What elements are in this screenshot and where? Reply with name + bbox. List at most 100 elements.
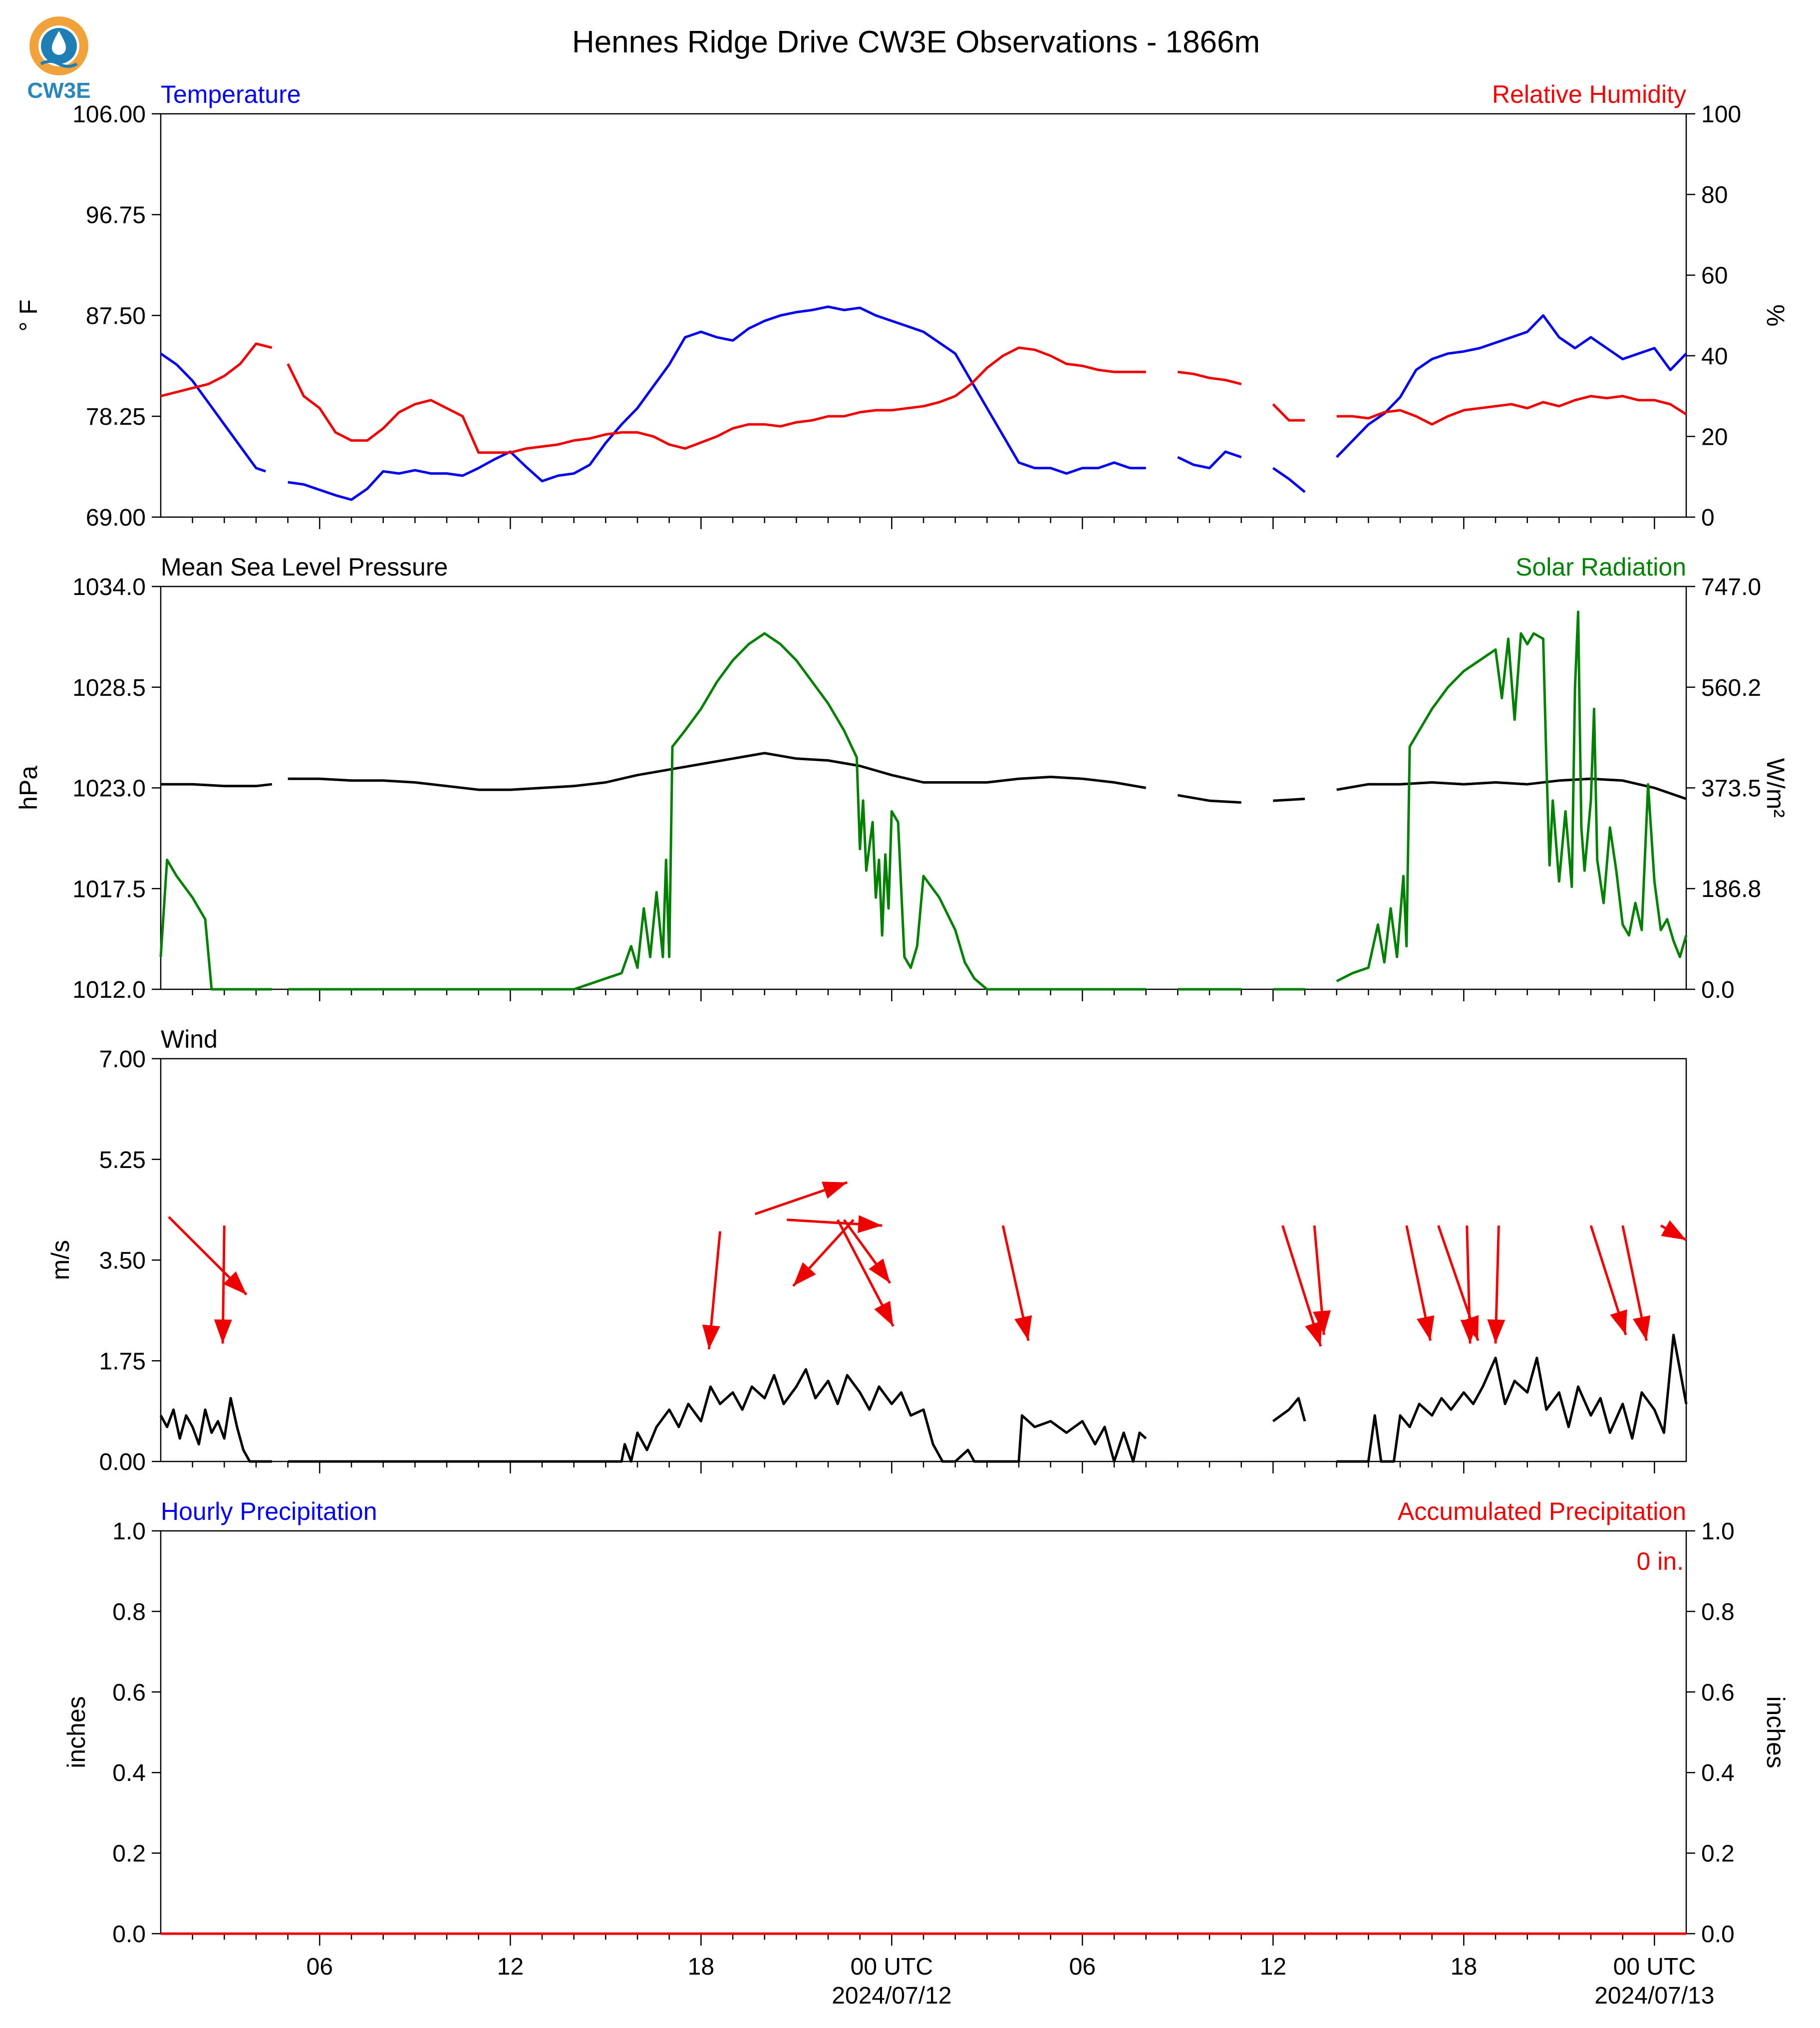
logo-ring-icon (29, 16, 88, 75)
y-tick-label: 1023.0 (72, 776, 146, 802)
y2-tick-label: 0.8 (1701, 1599, 1735, 1625)
chart-title: Hennes Ridge Drive CW3E Observations - 1… (572, 25, 1260, 59)
wind-arrow-head (702, 1324, 720, 1350)
panel-precipitation: Hourly Precipitation Accumulated Precipit… (62, 1497, 1790, 2009)
wind-arrow-head (1313, 1310, 1331, 1335)
y2-tick-label: 100 (1701, 101, 1741, 128)
series-line-relative-humidity (1336, 395, 1687, 426)
y2-tick-label: 80 (1701, 182, 1728, 209)
wind-arrow-head (869, 1258, 891, 1283)
series-line-relative-humidity (1177, 370, 1242, 385)
y-tick-label: 7.00 (99, 1046, 146, 1073)
series-line-wind-speed (1272, 1397, 1306, 1423)
series-line-wind-speed (1336, 1333, 1688, 1463)
wind-arrow-head (1633, 1315, 1651, 1341)
logo-wave-icon (40, 60, 78, 68)
wind-arrow-head (874, 1301, 894, 1327)
y-axis-label: inches (62, 1696, 90, 1768)
y2-tick-label: 1.0 (1701, 1518, 1735, 1545)
panel-right-title: Accumulated Precipitation (1398, 1497, 1686, 1525)
y-tick-label: 3.50 (99, 1248, 146, 1274)
panel-left-title: Hourly Precipitation (161, 1497, 377, 1525)
series-line-relative-humidity (1272, 403, 1305, 422)
series-line-relative-humidity (287, 346, 1146, 454)
x-tick-label: 00 UTC (851, 1954, 933, 1980)
panel-pressure-solar: Mean Sea Level Pressure Solar Radiation 10… (14, 553, 1790, 1003)
x-tick-label: 18 (1451, 1954, 1477, 1980)
y-tick-label: 69.00 (86, 505, 146, 531)
y-axis-label: m/s (46, 1240, 74, 1280)
y2-tick-label: 0.0 (1701, 1921, 1735, 1948)
y-tick-label: 106.00 (72, 101, 146, 128)
accumulated-total-label: 0 in. (1636, 1547, 1684, 1575)
y2-axis-label: % (1762, 304, 1790, 326)
series-line-temperature (1272, 467, 1306, 493)
panel-wind: Wind 0.00 1.75 3.50 5.25 7.00 m/s (46, 1025, 1688, 1475)
y-tick-label: 0.00 (99, 1449, 146, 1475)
y2-tick-label: 373.5 (1701, 776, 1761, 802)
y-tick-label: 96.75 (86, 202, 146, 229)
series-line-mean-sea-level-pressure (1336, 777, 1687, 800)
panel-temperature-humidity: Temperature Relative Humidity 69.00 78.25 87… (14, 80, 1790, 531)
y-tick-label: 5.25 (99, 1147, 146, 1173)
chart-panels: Temperature Relative Humidity 69.00 78.25 87… (14, 80, 1790, 2009)
y2-tick-label: 0.2 (1701, 1841, 1735, 1867)
y-tick-label: 1.0 (112, 1518, 146, 1545)
series-line-solar-radiation (288, 632, 1146, 991)
y-axis-label: hPa (14, 766, 42, 810)
wind-arrow-head (793, 1262, 816, 1286)
y2-tick-label: 0 (1701, 505, 1715, 531)
series-line-solar-radiation (159, 859, 272, 991)
y-tick-label: 1.75 (99, 1348, 146, 1375)
y2-tick-label: 560.2 (1701, 675, 1761, 701)
wind-arrow-head (1460, 1319, 1479, 1344)
cw3e-logo: CW3E (27, 16, 91, 103)
wind-arrow-head (822, 1181, 848, 1199)
panel-left-title: Mean Sea Level Pressure (161, 553, 448, 581)
series-line-temperature (1335, 314, 1687, 458)
series-line-temperature (288, 305, 1146, 501)
series-line-mean-sea-level-pressure (161, 783, 273, 788)
y2-tick-label: 0.0 (1701, 977, 1735, 1003)
y-axis-label: ° F (14, 299, 42, 331)
y2-tick-label: 186.8 (1701, 876, 1761, 902)
logo-text: CW3E (27, 78, 90, 103)
series-line-temperature (160, 352, 266, 473)
y2-axis-label: W/m² (1762, 758, 1790, 818)
x-tick-label: 06 (1069, 1954, 1096, 1980)
series-line-solar-radiation (1336, 610, 1688, 983)
x-tick-label: 06 (306, 1954, 333, 1980)
x-tick-label: 00 UTC (1613, 1954, 1696, 1980)
y-tick-label: 0.6 (112, 1680, 146, 1706)
wind-arrow-head (214, 1319, 232, 1344)
series-line-temperature (1177, 450, 1242, 470)
y2-tick-label: 20 (1701, 424, 1728, 450)
x-date-label: 2024/07/13 (1594, 1983, 1714, 2009)
y-tick-label: 0.0 (112, 1921, 146, 1948)
x-tick-label: 12 (1260, 1954, 1286, 1980)
panel-right-title: Relative Humidity (1492, 80, 1686, 108)
wind-arrow-head (1610, 1309, 1627, 1335)
plot-frame (160, 113, 1687, 518)
y-tick-label: 0.8 (112, 1599, 146, 1625)
y2-tick-label: 40 (1701, 343, 1728, 370)
wind-arrow-head (1661, 1220, 1686, 1240)
x-tick-label: 12 (497, 1954, 524, 1980)
y2-tick-label: 0.4 (1701, 1760, 1735, 1786)
panel-left-title: Temperature (161, 80, 301, 108)
series-line-wind-speed (288, 1368, 1147, 1463)
x-date-label: 2024/07/12 (832, 1983, 951, 2009)
series-line-wind-speed (159, 1397, 272, 1463)
y2-tick-label: 747.0 (1701, 574, 1761, 600)
y2-axis-label: inches (1762, 1696, 1790, 1768)
panel-right-title: Solar Radiation (1516, 553, 1686, 581)
plot-frame (160, 585, 1687, 990)
y-tick-label: 87.50 (86, 303, 146, 329)
wind-arrow-head (858, 1215, 883, 1233)
panel-left-title: Wind (161, 1025, 218, 1053)
wind-arrow-head (1417, 1315, 1435, 1341)
logo-drop-icon (52, 31, 66, 55)
series-line-relative-humidity (160, 342, 273, 398)
y2-tick-label: 60 (1701, 263, 1728, 289)
y2-tick-label: 0.6 (1701, 1680, 1735, 1706)
